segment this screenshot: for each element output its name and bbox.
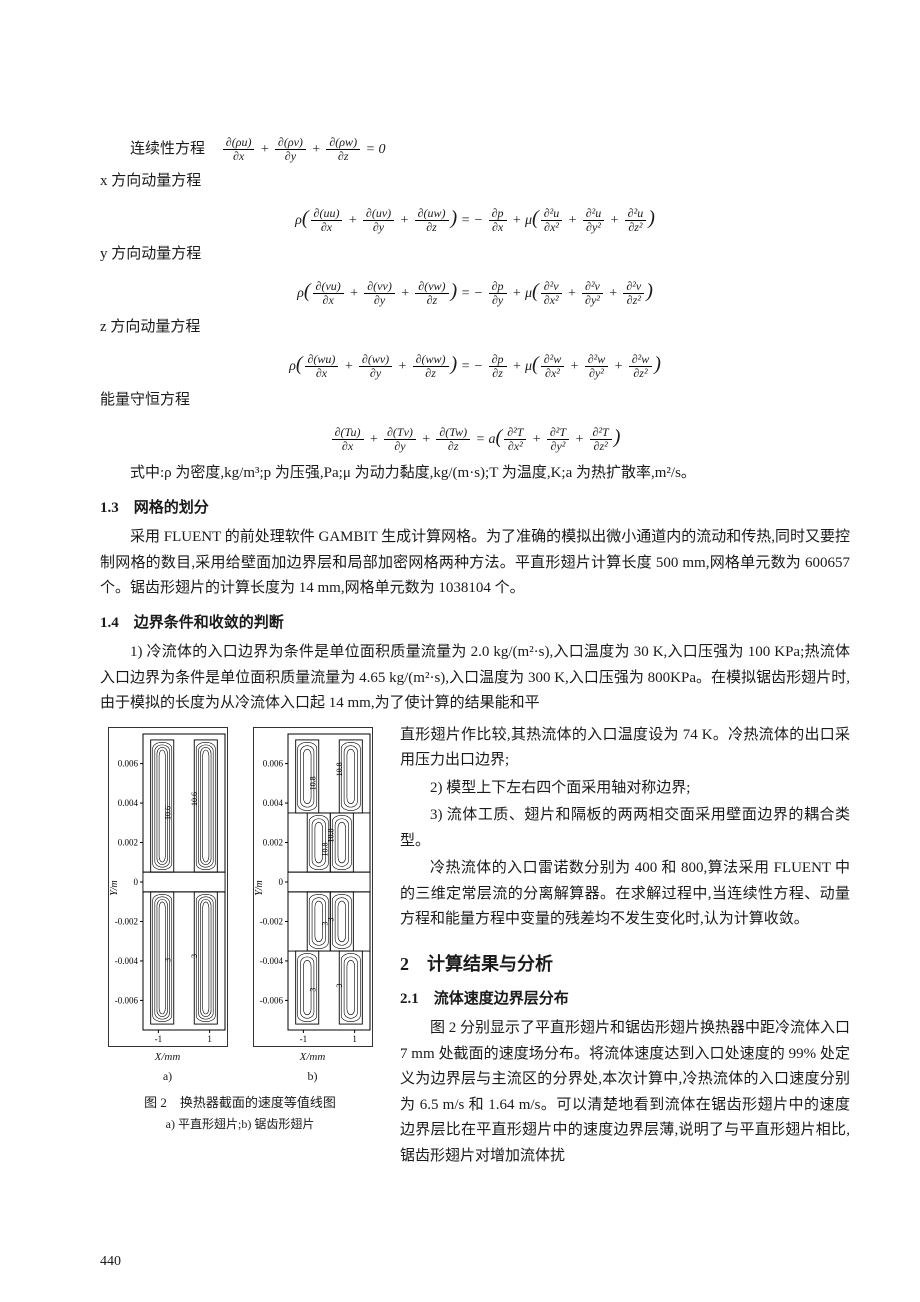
svg-text:0.006: 0.006: [262, 758, 283, 768]
fig2a-sublabel: a): [163, 1067, 172, 1085]
svg-text:-0.002: -0.002: [114, 916, 137, 926]
energy-label: 能量守恒方程: [100, 388, 850, 414]
svg-text:10.6: 10.6: [163, 806, 172, 820]
svg-text:10.8: 10.8: [320, 842, 329, 856]
z-momentum-formula-row: ρ(∂(wu)∂x + ∂(wv)∂y + ∂(ww)∂z) = − ∂p∂z …: [100, 349, 850, 380]
svg-text:3: 3: [335, 983, 344, 987]
sec-2-1-p1: 图 2 分别显示了平直形翅片和锯齿形翅片换热器中距冷流体入口 7 mm 处截面的…: [400, 1016, 850, 1169]
svg-text:-1: -1: [154, 1034, 162, 1044]
svg-text:Y/m: Y/m: [254, 880, 265, 896]
svg-text:0.006: 0.006: [117, 758, 138, 768]
svg-text:-0.004: -0.004: [259, 956, 283, 966]
z-momentum-formula: ρ(∂(wu)∂x + ∂(wv)∂y + ∂(ww)∂z) = − ∂p∂z …: [289, 349, 661, 380]
svg-text:-1: -1: [299, 1034, 307, 1044]
sec-1-4-p3: 2) 模型上下左右四个面采用轴对称边界;: [400, 776, 850, 802]
sec-1-4-p2: 直形翅片作比较,其热流体的入口温度设为 74 K。冷热流体的出口采用压力出口边界…: [400, 723, 850, 774]
figure-2-caption: 图 2 换热器截面的速度等值线图: [100, 1093, 380, 1113]
sec-1-4-p1: 1) 冷流体的入口边界为条件是单位面积质量流量为 2.0 kg/(m²·s),入…: [100, 640, 850, 717]
sec-1-3-p1: 采用 FLUENT 的前处理软件 GAMBIT 生成计算网格。为了准确的模拟出微…: [100, 525, 850, 602]
svg-text:10.8: 10.8: [335, 762, 344, 776]
continuity-label: 连续性方程: [130, 138, 205, 161]
svg-text:1: 1: [207, 1034, 212, 1044]
sec-1-4-title: 1.4 边界条件和收敛的判断: [100, 612, 850, 635]
symbols-note: 式中:ρ 为密度,kg/m³;p 为压强,Pa;μ 为动力黏度,kg/(m·s)…: [100, 461, 850, 487]
svg-text:-0.006: -0.006: [114, 995, 138, 1005]
sec-2-title: 2 计算结果与分析: [400, 951, 850, 978]
figure-2a: 0.006 0.004 0.002 0 -0.002 -0.004 -0.006 -1 1 Y/m…: [108, 727, 228, 1086]
svg-text:10.8: 10.8: [308, 776, 317, 790]
svg-text:0.004: 0.004: [262, 798, 283, 808]
fig2b-xlabel: X/mm: [300, 1049, 326, 1066]
svg-text:Y/m: Y/m: [109, 880, 120, 896]
fig2b-sublabel: b): [308, 1067, 318, 1085]
svg-text:0.002: 0.002: [262, 837, 282, 847]
sec-1-4-p4: 3) 流体工质、翅片和隔板的两两相交面采用壁面边界的耦合类型。: [400, 803, 850, 854]
svg-text:10.8: 10.8: [326, 828, 335, 842]
sec-2-1-title: 2.1 流体速度边界层分布: [400, 988, 850, 1011]
svg-text:-0.006: -0.006: [259, 995, 283, 1005]
sec-1-3-title: 1.3 网格的划分: [100, 497, 850, 520]
fig2a-xlabel: X/mm: [155, 1049, 181, 1066]
svg-text:3: 3: [190, 954, 199, 958]
svg-text:0.002: 0.002: [117, 837, 137, 847]
svg-text:-0.002: -0.002: [259, 916, 282, 926]
svg-text:-0.004: -0.004: [114, 956, 138, 966]
y-momentum-formula: ρ(∂(vu)∂x + ∂(vv)∂y + ∂(vw)∂z) = − ∂p∂y …: [297, 276, 653, 307]
figure-2-subcaption: a) 平直形翅片;b) 锯齿形翅片: [100, 1115, 380, 1133]
sec-1-4-p5: 冷热流体的入口雷诺数分别为 400 和 800,算法采用 FLUENT 中的三维…: [400, 856, 850, 933]
energy-formula-row: ∂(Tu)∂x + ∂(Tv)∂y + ∂(Tw)∂z = a(∂²T∂x² +…: [100, 422, 850, 453]
svg-text:10.6: 10.6: [190, 792, 199, 806]
contour-plot-b: 0.006 0.004 0.002 0 -0.002 -0.004 -0.006 -1 1 Y/m…: [253, 727, 373, 1047]
svg-text:3: 3: [326, 917, 335, 921]
svg-text:0.004: 0.004: [117, 798, 138, 808]
energy-formula: ∂(Tu)∂x + ∂(Tv)∂y + ∂(Tw)∂z = a(∂²T∂x² +…: [330, 422, 621, 453]
svg-text:0: 0: [133, 877, 138, 887]
svg-text:3: 3: [308, 987, 317, 991]
y-momentum-formula-row: ρ(∂(vu)∂x + ∂(vv)∂y + ∂(vw)∂z) = − ∂p∂y …: [100, 276, 850, 307]
svg-text:3: 3: [163, 958, 172, 962]
x-momentum-formula-row: ρ(∂(uu)∂x + ∂(uv)∂y + ∂(uw)∂z) = − ∂p∂x …: [100, 203, 850, 234]
y-momentum-label: y 方向动量方程: [100, 242, 850, 268]
continuity-equation-row: 连续性方程 ∂(ρu)∂x + ∂(ρv)∂y + ∂(ρw)∂z = 0: [100, 136, 850, 163]
x-momentum-formula: ρ(∂(uu)∂x + ∂(uv)∂y + ∂(uw)∂z) = − ∂p∂x …: [295, 203, 655, 234]
svg-text:1: 1: [352, 1034, 357, 1044]
z-momentum-label: z 方向动量方程: [100, 315, 850, 341]
continuity-formula: ∂(ρu)∂x + ∂(ρv)∂y + ∂(ρw)∂z = 0: [221, 136, 386, 163]
figure-2b: 0.006 0.004 0.002 0 -0.002 -0.004 -0.006 -1 1 Y/m…: [253, 727, 373, 1086]
x-momentum-label: x 方向动量方程: [100, 169, 850, 195]
contour-plot-a: 0.006 0.004 0.002 0 -0.002 -0.004 -0.006 -1 1 Y/m…: [108, 727, 228, 1047]
svg-text:0: 0: [278, 877, 283, 887]
figure-2-container: 0.006 0.004 0.002 0 -0.002 -0.004 -0.006 -1 1 Y/m…: [100, 721, 380, 1172]
page-number: 440: [100, 1251, 121, 1272]
